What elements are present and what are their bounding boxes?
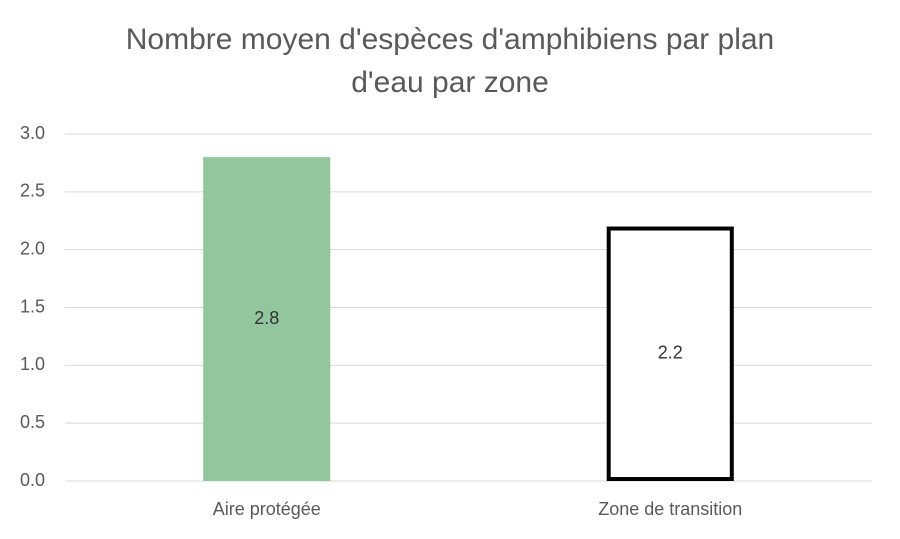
y-tick-label: 0.0 [20,470,45,490]
y-tick-label: 1.5 [20,296,45,316]
y-tick-label: 3.0 [20,123,45,143]
y-tick-label: 1.0 [20,354,45,374]
bar [203,157,331,481]
x-tick-label: Zone de transition [598,499,742,519]
y-tick-label: 2.0 [20,238,45,258]
x-tick-label: Aire protégée [213,499,321,519]
value-label: 2.2 [658,343,683,363]
y-tick-label: 2.5 [20,181,45,201]
y-tick-label: 0.5 [20,412,45,432]
bar [606,226,734,481]
value-label: 2.8 [254,308,279,328]
chart-title: Nombre moyen d'espèces d'amphibiens par … [125,23,775,99]
